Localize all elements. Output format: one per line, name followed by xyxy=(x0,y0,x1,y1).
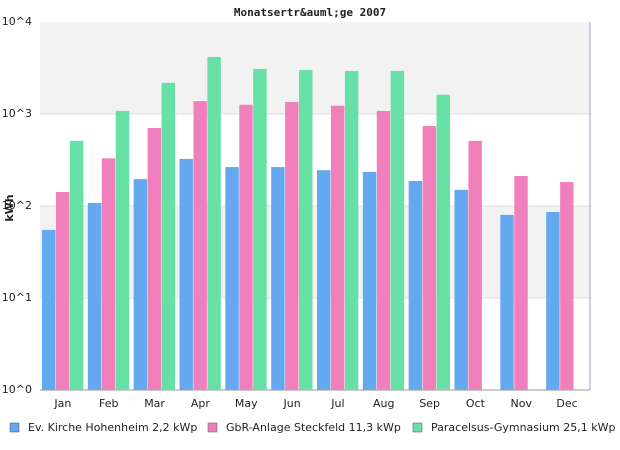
bar xyxy=(193,101,207,390)
bar xyxy=(422,126,437,390)
bar xyxy=(225,167,239,390)
bar xyxy=(271,167,285,390)
bands xyxy=(40,22,590,390)
y-tick-label: 10^0 xyxy=(2,383,32,396)
bar xyxy=(207,56,221,391)
x-tick-label: Nov xyxy=(511,397,533,410)
x-tick-label: Jun xyxy=(282,397,300,410)
bar xyxy=(87,202,102,390)
x-tick-label: May xyxy=(235,397,258,410)
bar xyxy=(362,171,377,390)
y-axis-label: kWh xyxy=(3,194,16,221)
bar xyxy=(285,102,299,391)
x-tick-label: Dec xyxy=(556,397,577,410)
legend-swatch xyxy=(9,422,20,433)
chart-title: Monatsertr&auml;ge 2007 xyxy=(234,6,386,19)
bar xyxy=(436,94,450,391)
grid-band xyxy=(40,22,590,114)
bar xyxy=(376,110,391,390)
x-tick-label: Aug xyxy=(373,397,394,410)
bar xyxy=(454,189,468,390)
x-tick-label: Jul xyxy=(330,397,344,410)
x-tick-label: Mar xyxy=(144,397,165,410)
bar xyxy=(546,212,560,390)
x-tick-label: Feb xyxy=(99,397,118,410)
y-tick-label: 10^2 xyxy=(2,199,32,212)
x-tick-label: Oct xyxy=(466,397,486,410)
bar xyxy=(299,70,313,390)
bar xyxy=(179,158,193,390)
bar xyxy=(317,170,331,390)
legend-swatch xyxy=(412,422,423,433)
bar xyxy=(161,82,175,390)
bar xyxy=(514,175,528,390)
bar xyxy=(69,140,84,390)
bar xyxy=(390,70,405,390)
bar xyxy=(239,104,253,391)
bar xyxy=(115,110,130,390)
bar xyxy=(468,140,482,390)
legend-label: Ev. Kirche Hohenheim 2,2 kWp xyxy=(28,421,197,434)
grid-band xyxy=(40,206,590,298)
legend-swatch xyxy=(207,422,218,433)
legend-label: GbR-Anlage Steckfeld 11,3 kWp xyxy=(226,421,401,434)
bar xyxy=(101,158,116,390)
y-tick-label: 10^1 xyxy=(2,291,32,304)
legend-label: Paracelsus-Gymnasium 25,1 kWp xyxy=(431,421,615,434)
grid-band xyxy=(40,298,590,390)
x-tick-label: Jan xyxy=(53,397,71,410)
bar xyxy=(133,179,148,390)
bar xyxy=(344,70,359,390)
bar xyxy=(42,229,56,390)
grid-band xyxy=(40,114,590,206)
bar xyxy=(55,191,70,390)
bar xyxy=(330,105,345,390)
x-tick-label: Apr xyxy=(191,397,211,410)
bar xyxy=(500,214,514,390)
bar xyxy=(253,68,267,390)
bar xyxy=(560,182,574,390)
y-tick-label: 10^3 xyxy=(2,107,32,120)
bar xyxy=(408,180,423,390)
x-tick-label: Sep xyxy=(419,397,440,410)
bar xyxy=(147,127,162,390)
y-tick-label: 10^4 xyxy=(2,15,32,28)
